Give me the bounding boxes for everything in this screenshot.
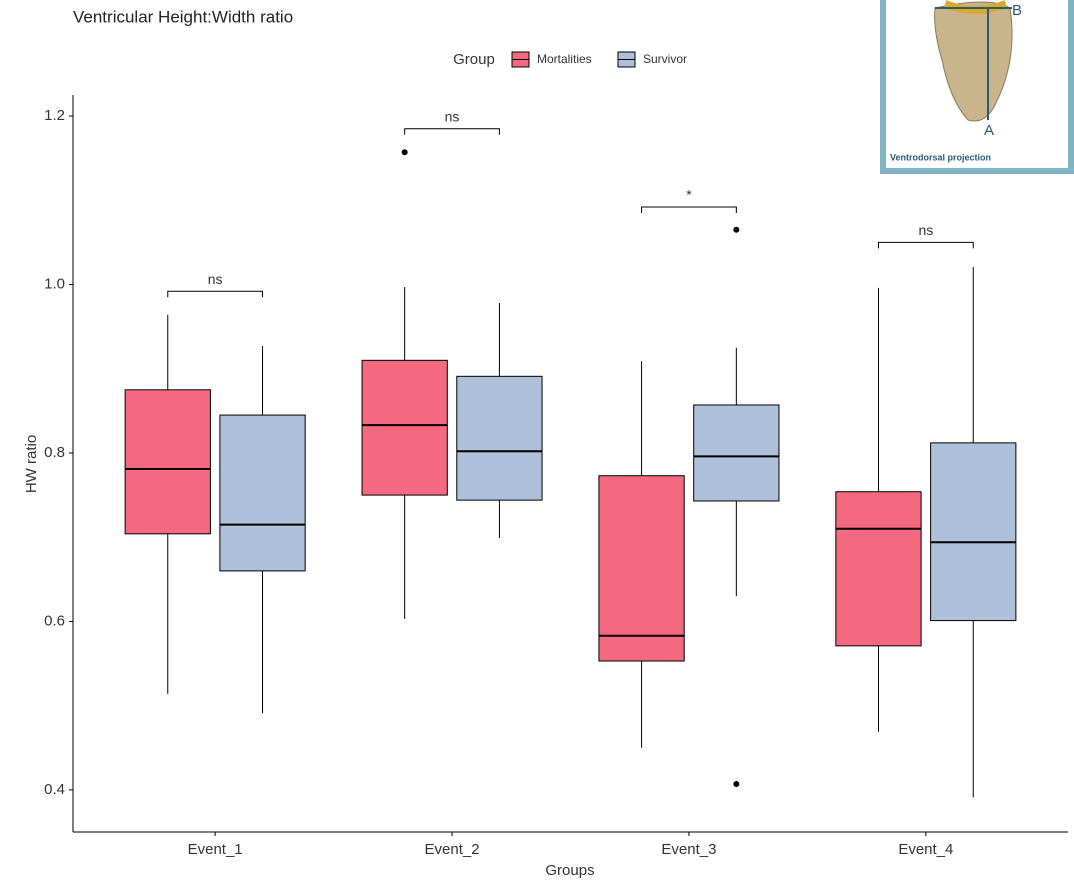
y-tick-label: 1.0 (44, 275, 65, 292)
legend-label: Survivor (643, 52, 687, 66)
heart-fat (943, 0, 1008, 14)
significance-label: ns (918, 222, 933, 238)
box (930, 442, 1017, 622)
outlier (401, 149, 408, 156)
significance-label: * (686, 187, 692, 203)
y-tick-label: 0.4 (44, 781, 65, 798)
y-tick-label: 0.8 (44, 444, 65, 461)
significance-label: ns (208, 271, 223, 287)
y-tick-label: 1.2 (44, 107, 65, 124)
significance-bracket (877, 241, 974, 249)
x-tick-label: Event_1 (188, 841, 243, 858)
box (361, 359, 448, 496)
x-tick-label: Event_3 (661, 841, 716, 858)
chart-title: Ventricular Height:Width ratio (73, 7, 293, 26)
x-axis-label: Groups (545, 862, 594, 879)
outlier (733, 226, 740, 233)
significance-bracket (167, 290, 264, 298)
inset: B A Ventrodorsal projection (880, 0, 1074, 174)
box (693, 404, 780, 502)
x-tick-label: Event_4 (898, 841, 953, 858)
y-tick-label: 0.6 (44, 612, 65, 629)
x-tick-label: Event_2 (425, 841, 480, 858)
y-axis-label: HW ratio (23, 435, 40, 493)
box (219, 414, 306, 572)
outlier (733, 780, 740, 787)
inset-label: B (1012, 2, 1022, 19)
inset-caption: Ventrodorsal projection (890, 152, 991, 162)
box (835, 491, 922, 647)
significance-label: ns (445, 108, 460, 124)
box (598, 475, 685, 662)
inset-label: A (984, 122, 994, 139)
significance-bracket (404, 128, 500, 135)
box (124, 389, 211, 535)
legend-label: Mortalities (537, 52, 592, 66)
legend-title: Group (453, 51, 495, 68)
significance-bracket (641, 206, 737, 214)
box (456, 375, 543, 501)
